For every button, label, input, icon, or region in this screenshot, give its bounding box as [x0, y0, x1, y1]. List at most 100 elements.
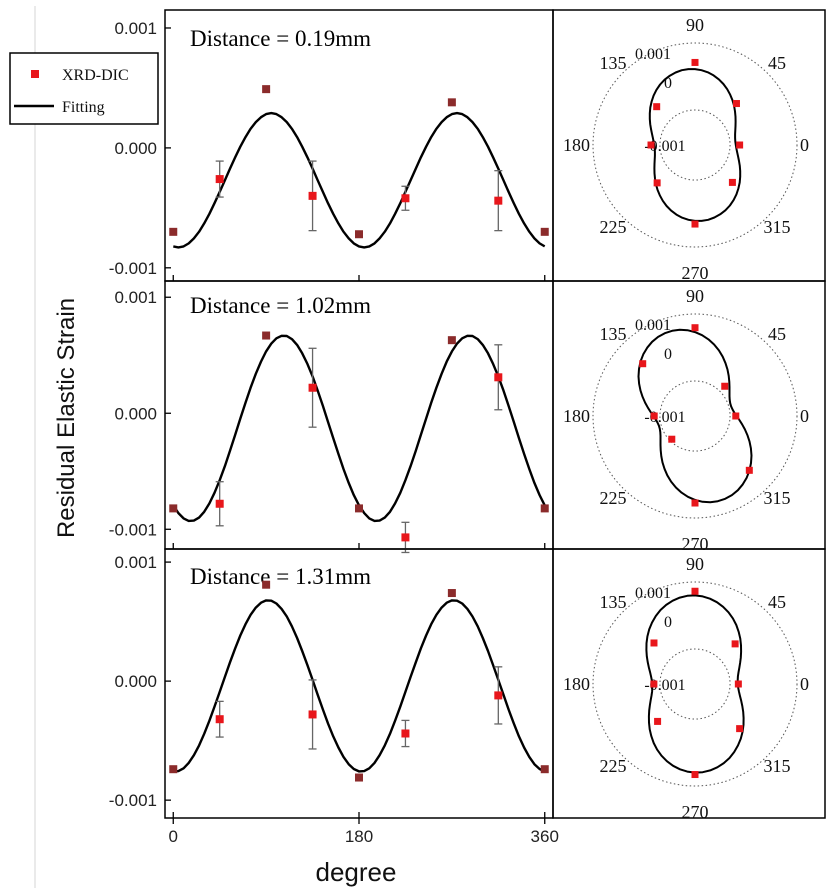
polar-angle-label: 225 — [599, 217, 626, 237]
y-tick-label: 0.000 — [114, 139, 157, 158]
polar-radial-label: 0.001 — [635, 317, 671, 334]
panel-2: Distance = 1.02mm 0.001 0.000 -0.001 — [109, 280, 554, 554]
polar-data-point — [653, 179, 661, 187]
data-point — [494, 691, 503, 700]
legend: XRD-DIC Fitting — [9, 52, 159, 125]
data-point — [540, 227, 549, 236]
polar-radial-label: 0.001 — [635, 585, 671, 602]
polar-angle-label: 90 — [686, 286, 704, 306]
polar-angle-label: 0 — [800, 135, 809, 155]
polar-angle-label: 135 — [599, 592, 626, 612]
data-point — [355, 504, 363, 513]
polar-angle-label: 180 — [563, 135, 590, 155]
data-point — [215, 715, 224, 724]
data-point — [169, 504, 178, 513]
fit-curve — [173, 111, 546, 249]
fit-curve — [172, 334, 546, 523]
data-point — [169, 227, 178, 236]
polar-data-point — [650, 412, 658, 420]
polar-data-point — [639, 360, 647, 368]
y-tick-label: 0.001 — [114, 553, 157, 572]
data-point — [401, 194, 410, 203]
data-point — [447, 336, 456, 345]
data-point — [262, 85, 271, 94]
polar-angle-label: 180 — [563, 674, 590, 694]
fit-curve — [173, 599, 546, 773]
polar-outer-circle — [592, 581, 798, 787]
polar-angle-label: 45 — [768, 592, 786, 612]
x-tick-label: 180 — [345, 827, 373, 846]
polar-data-point — [691, 499, 699, 507]
polar-data-point — [728, 178, 736, 186]
panel-2-plot: 0.001 0.000 -0.001 — [109, 288, 549, 554]
polar-data-point — [654, 717, 662, 725]
data-point — [447, 589, 456, 598]
polar-angle-label: 45 — [768, 324, 786, 344]
polar-data-point — [668, 435, 676, 443]
y-tick-label: 0.001 — [114, 288, 157, 307]
polar-angle-label: 135 — [599, 324, 626, 344]
legend-box — [9, 52, 159, 125]
polar-angle-label: 315 — [764, 217, 791, 237]
polar-data-point — [745, 466, 753, 474]
polar-data-point — [691, 220, 699, 228]
data-point — [355, 773, 363, 782]
panel-2-annotation: Distance = 1.02mm — [190, 293, 371, 318]
polar-angle-label: 90 — [686, 554, 704, 574]
panel-1: Distance = 0.19mm 0.001 0.000 -0.001 — [109, 9, 554, 282]
polar-radial-label: 0 — [664, 75, 672, 92]
polar-data-point — [691, 324, 699, 332]
polar-angle-label: 0 — [800, 406, 809, 426]
polar-panel-1-frame — [552, 9, 826, 282]
data-point — [401, 729, 410, 738]
polar-angle-label: 225 — [599, 488, 626, 508]
y-tick-label: 0.001 — [114, 19, 157, 38]
polar-angle-label: 45 — [768, 53, 786, 73]
polar-data-point — [731, 640, 739, 648]
x-axis: 0 180 360 — [169, 818, 559, 846]
data-point — [355, 230, 363, 239]
polar-data-point — [653, 103, 661, 111]
y-axis-label: Residual Elastic Strain — [53, 298, 80, 538]
polar-panel-2-frame — [552, 280, 826, 550]
data-point — [308, 710, 317, 719]
polar-data-point — [650, 680, 658, 688]
data-point — [262, 331, 271, 340]
polar-data-point — [736, 725, 744, 733]
data-point — [215, 175, 224, 184]
y-tick-label: -0.001 — [109, 520, 157, 539]
legend-marker-label: XRD-DIC — [62, 67, 129, 84]
y-tick-label: 0.000 — [114, 672, 157, 691]
polar-data-point — [647, 141, 655, 149]
polar-outer-circle — [592, 42, 798, 248]
polar-data-point — [650, 639, 658, 647]
polar-inner-circle — [659, 380, 731, 452]
data-point — [447, 98, 456, 107]
polar-angle-label: 270 — [682, 802, 709, 822]
polar-data-point — [734, 680, 742, 688]
y-tick-label: -0.001 — [109, 791, 157, 810]
legend-marker-swatch — [31, 70, 39, 78]
polar-angle-label: 315 — [764, 488, 791, 508]
polar-data-point — [691, 587, 699, 595]
y-tick-label: 0.000 — [114, 404, 157, 423]
panel-1-plot: 0.001 0.000 -0.001 — [109, 19, 549, 281]
polar-inner-circle — [659, 648, 731, 720]
polar-inner-circle — [659, 109, 731, 181]
data-point — [540, 504, 549, 513]
polar-angle-label: 225 — [599, 756, 626, 776]
data-point — [169, 765, 178, 774]
data-point — [215, 499, 224, 508]
polar-radial-label: 0 — [664, 346, 672, 363]
polar-angle-label: 315 — [764, 756, 791, 776]
polar-data-point — [732, 100, 740, 108]
polar-angle-label: 270 — [682, 263, 709, 283]
polar-angle-label: 0 — [800, 674, 809, 694]
x-tick-label: 0 — [169, 827, 178, 846]
data-point — [494, 373, 503, 382]
x-tick-label: 360 — [531, 827, 559, 846]
